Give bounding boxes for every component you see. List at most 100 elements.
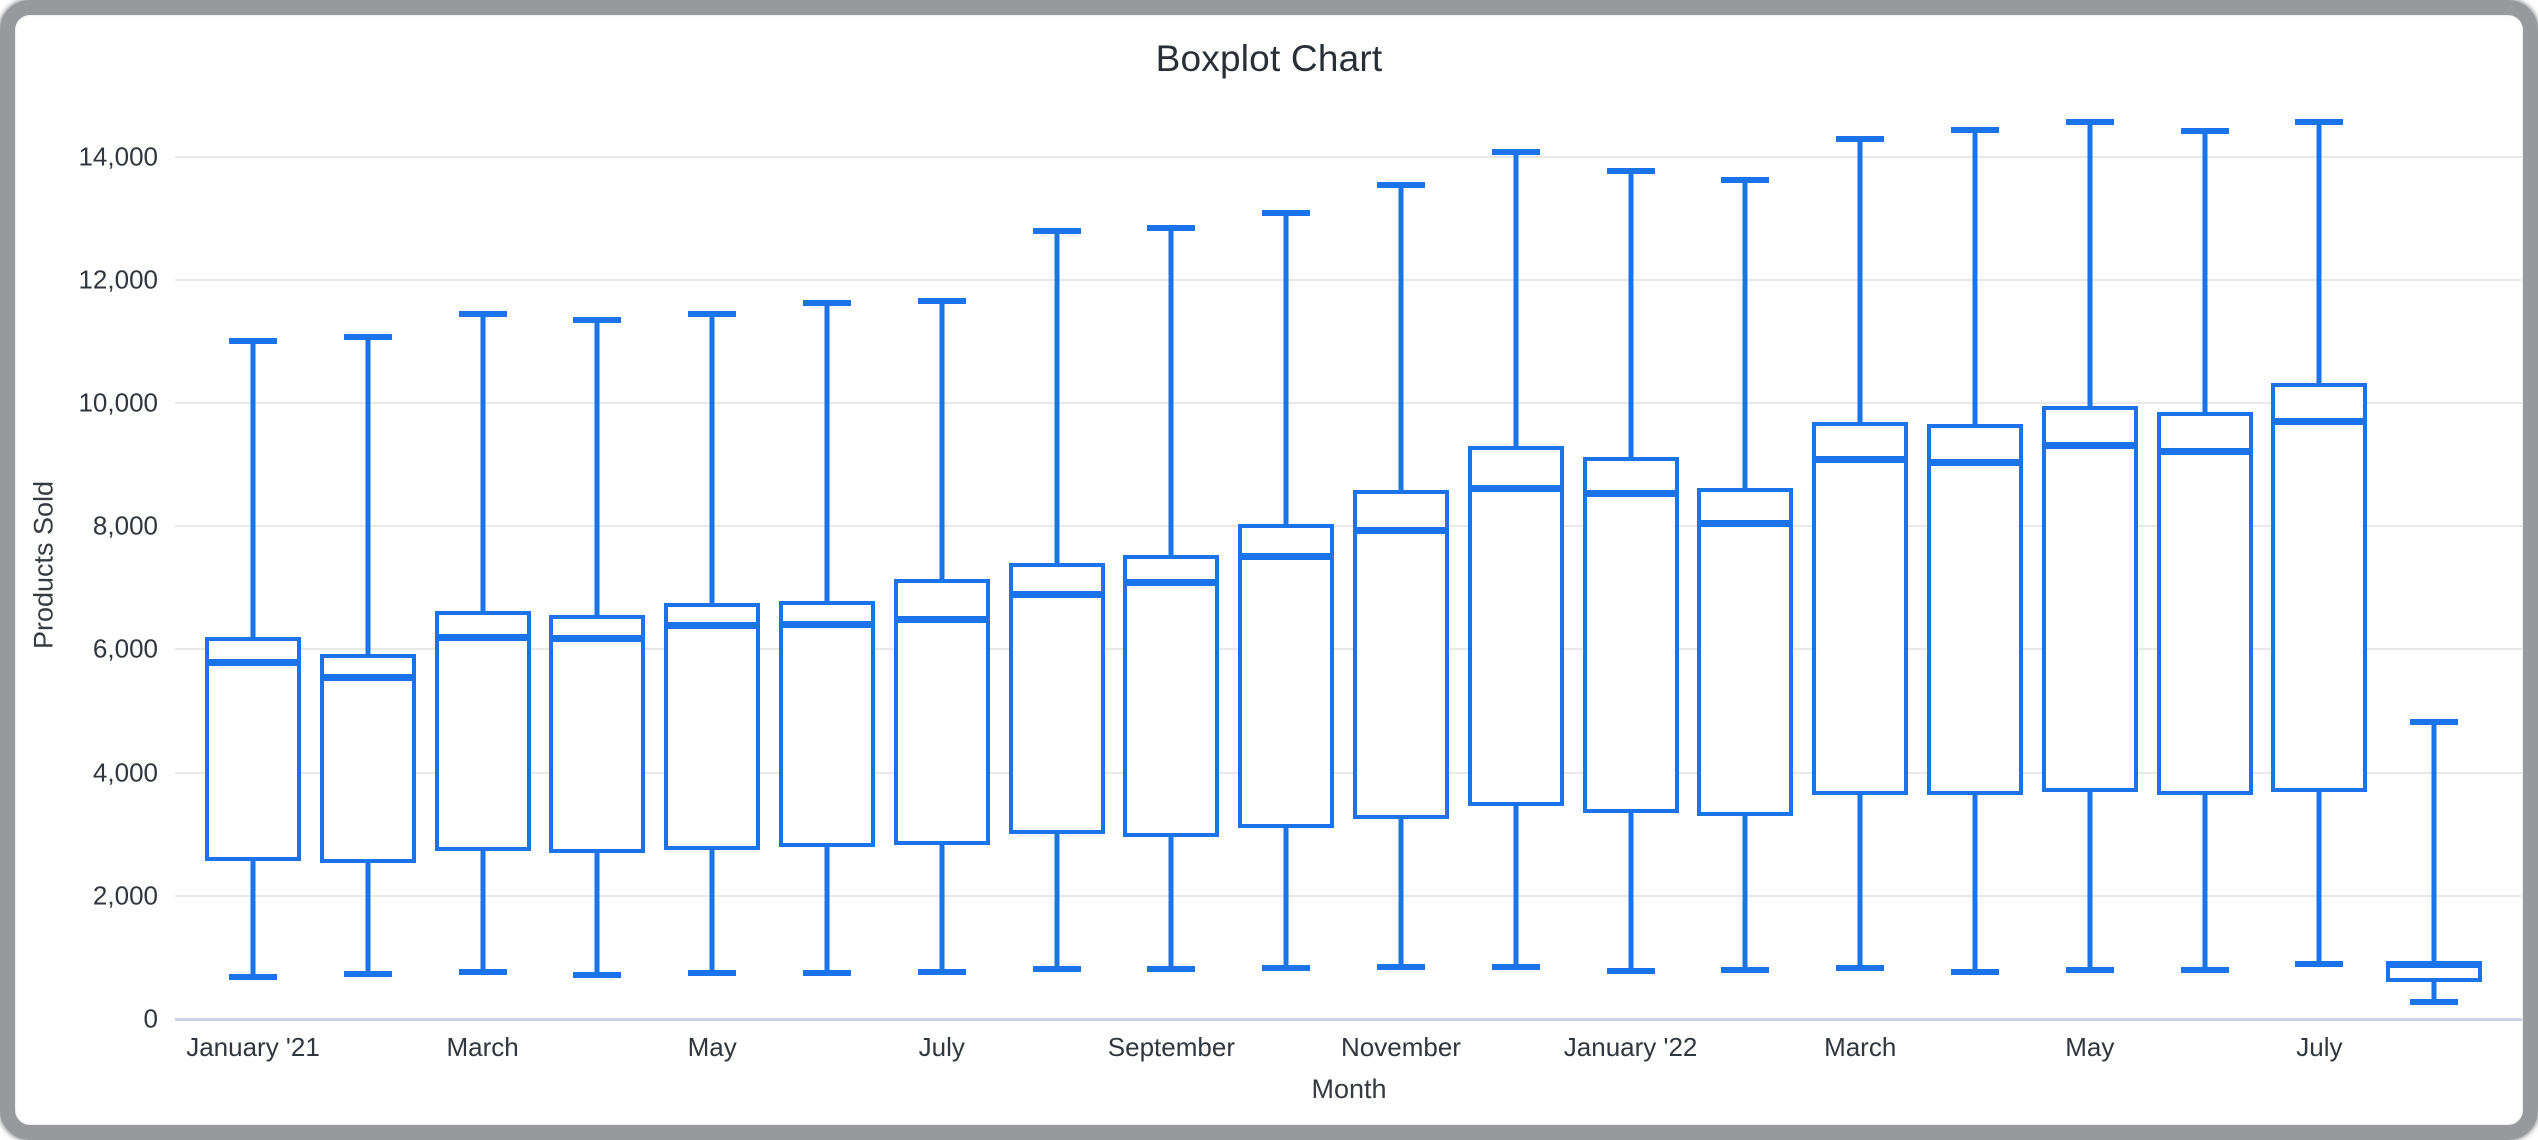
y-gridline [175,648,2522,651]
iqr-box [1008,562,1105,835]
median-line [779,620,875,628]
iqr-box [1812,422,1909,796]
median-line [1467,484,1564,492]
whisker-cap-min [1606,967,1655,974]
whisker-cap-min [2295,961,2344,968]
whisker-cap-min [2180,966,2229,973]
y-tick-label: 6,000 [92,633,158,664]
whisker-cap-min [1491,964,1540,971]
y-gridline [175,525,2522,528]
whisker-cap-min [2065,967,2114,974]
iqr-box [779,600,875,848]
y-gridline [175,155,2522,158]
whisker-cap-min [803,969,851,976]
whisker-cap-max [917,298,966,305]
iqr-box [2271,382,2368,793]
iqr-box [1582,456,1679,814]
x-tick-label: January '22 [1563,1032,1698,1062]
iqr-box [1927,423,2023,796]
median-line [1812,455,1909,463]
y-tick-label: 4,000 [92,757,158,788]
x-tick-label: January '21 [186,1032,320,1062]
iqr-box [664,602,761,850]
whisker-cap-max [1491,148,1540,155]
whisker-cap-max [2065,119,2114,126]
whisker-cap-max [229,337,277,344]
iqr-box [1238,524,1335,829]
whisker-cap-max [1721,177,1770,183]
whisker-cap-max [343,334,392,341]
y-gridline [175,278,2522,281]
x-tick-label: March [1824,1032,1897,1062]
y-tick-label: 2,000 [92,880,158,911]
whisker-cap-max [458,310,507,317]
y-tick-label: 8,000 [92,510,158,541]
whisker-cap-min [1147,966,1196,973]
whisker-cap-max [688,311,737,318]
median-line [205,658,301,666]
whisker-cap-min [229,974,277,981]
whisker-cap-min [688,970,737,977]
median-line [1353,527,1449,534]
median-line [1697,519,1794,527]
iqr-box [1467,446,1564,806]
whisker-cap-max [1836,135,1885,142]
whisker-cap-min [2410,998,2459,1005]
whisker-cap-min [1377,964,1425,971]
median-line [1582,490,1679,498]
median-line [893,615,990,623]
x-tick-label: November [1341,1032,1461,1062]
x-tick-label: May [687,1032,737,1062]
x-tick-label: March [446,1032,519,1062]
whisker-cap-min [917,968,966,975]
iqr-box [434,611,531,851]
whisker-cap-max [1147,225,1196,232]
whisker-cap-max [1032,228,1081,235]
whisker-cap-min [1836,965,1885,972]
median-line [319,674,416,682]
median-line [2386,961,2483,969]
median-line [664,621,761,629]
x-tick-label: July [2296,1032,2343,1062]
median-line [1238,552,1335,560]
y-tick-label: 10,000 [78,387,158,418]
x-tick-label: July [918,1032,965,1062]
whisker-cap-min [1951,969,1999,976]
whisker-cap-min [1721,966,1770,973]
y-gridline [175,894,2522,897]
median-line [1123,579,1220,587]
median-line [1008,591,1105,599]
iqr-box [893,579,990,846]
whisker-cap-min [1032,966,1081,973]
median-line [2156,447,2253,455]
y-gridline [175,771,2522,774]
iqr-box [1123,555,1220,837]
whisker-cap-max [573,317,622,324]
whisker-cap-min [573,971,622,978]
median-line [2041,442,2138,449]
whisker-cap-max [1951,127,1999,134]
whisker-cap-min [1262,965,1311,972]
iqr-box [2041,406,2138,793]
iqr-box [1697,488,1794,817]
whisker-cap-max [2295,119,2344,126]
iqr-box [319,654,416,864]
median-line [549,634,646,642]
whisker-cap-max [1606,168,1655,175]
x-tick-label: September [1107,1032,1235,1062]
whisker-cap-max [1377,181,1425,188]
chart-title: Boxplot Chart [1155,38,1383,79]
iqr-box [2156,412,2253,796]
iqr-box [205,637,301,862]
median-line [1927,459,2023,467]
x-axis-baseline [175,1017,2522,1021]
whisker-cap-max [2410,719,2459,726]
median-line [434,634,531,642]
y-tick-label: 0 [143,1003,158,1034]
iqr-box [1353,490,1449,819]
iqr-box [549,614,646,853]
whisker-cap-min [458,969,507,976]
y-gridline [175,402,2522,404]
x-tick-label: May [2065,1032,2115,1062]
